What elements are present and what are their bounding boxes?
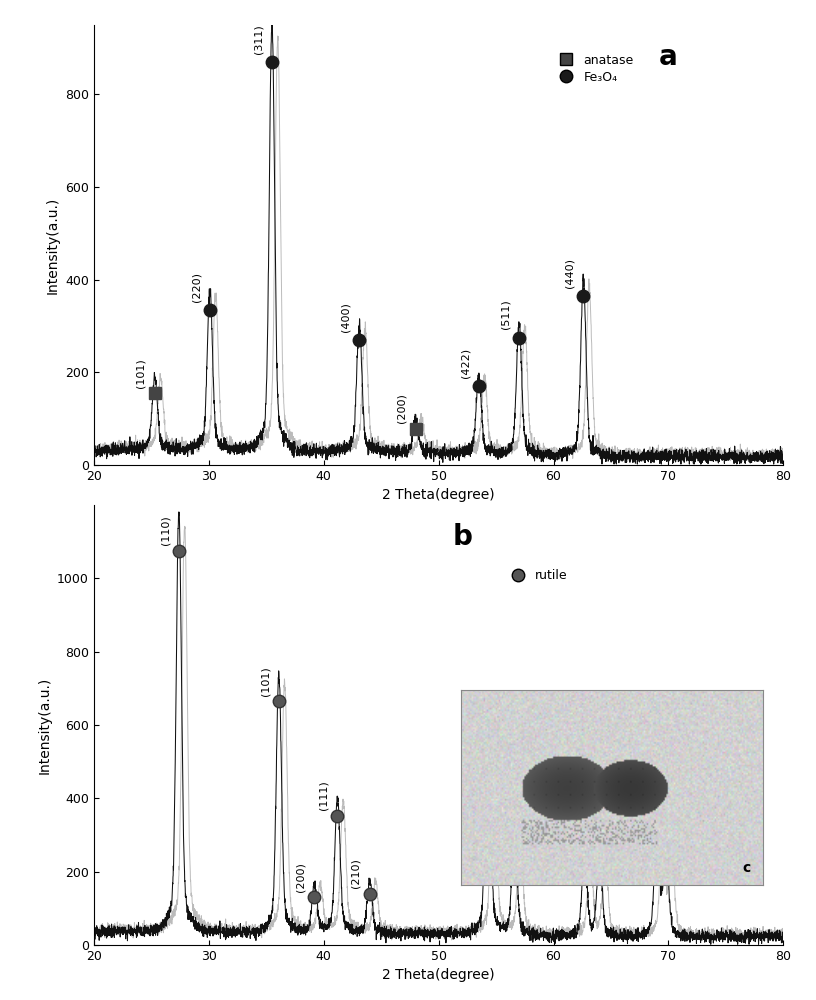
Text: (220): (220): [495, 808, 506, 838]
Text: (112): (112): [647, 833, 658, 862]
Text: (311): (311): [253, 24, 264, 54]
Text: (110): (110): [160, 516, 170, 545]
Text: (511): (511): [500, 300, 510, 329]
Text: (101): (101): [136, 358, 146, 388]
Text: (440): (440): [565, 258, 574, 288]
Text: a: a: [659, 43, 678, 71]
Text: (002): (002): [565, 833, 576, 862]
Text: b: b: [452, 523, 472, 551]
Legend: rutile: rutile: [500, 564, 573, 587]
X-axis label: 2 Theta(degree): 2 Theta(degree): [382, 488, 495, 502]
Text: (220): (220): [191, 272, 201, 302]
Text: (111): (111): [319, 781, 329, 810]
Text: (200): (200): [295, 862, 306, 892]
Y-axis label: Intensity(a.u.): Intensity(a.u.): [46, 196, 60, 294]
Text: (400): (400): [340, 302, 351, 332]
Text: (211): (211): [469, 688, 479, 718]
Text: (310): (310): [581, 833, 591, 862]
Text: (422): (422): [460, 348, 470, 378]
Y-axis label: Intensity(a.u.): Intensity(a.u.): [38, 676, 51, 774]
Text: c: c: [743, 861, 751, 875]
Text: (210): (210): [351, 858, 361, 888]
Text: (301): (301): [638, 813, 648, 842]
Legend: anatase, Fe₃O₄: anatase, Fe₃O₄: [548, 49, 639, 89]
Text: (200): (200): [397, 393, 407, 423]
Text: (101): (101): [260, 666, 270, 696]
X-axis label: 2 Theta(degree): 2 Theta(degree): [382, 968, 495, 982]
